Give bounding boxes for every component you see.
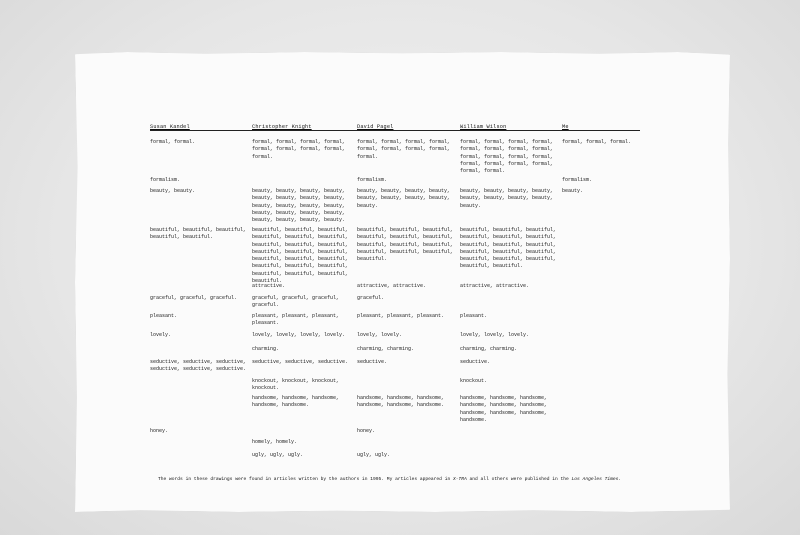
word-cell-beauty: beauty, beauty. — [150, 188, 196, 194]
column-header: William Wilson — [460, 124, 507, 130]
word-cell-handsome: handsome, handsome, handsome, handsome, … — [460, 395, 548, 423]
word-cell-beautiful: beautiful, beautiful, beautiful, beautif… — [150, 227, 247, 241]
word-cell-charming: charming. — [252, 346, 280, 352]
word-cell-pleasant: pleasant. — [150, 313, 178, 319]
word-cell-lovely: lovely, lovely. — [357, 332, 403, 338]
word-cell-formalism: formalism. — [150, 177, 181, 183]
word-cell-ugly: ugly, ugly. — [357, 452, 391, 458]
footnote-publication-lat: Los Angeles Times — [571, 477, 619, 482]
word-cell-charming: charming, charming. — [460, 346, 518, 352]
word-cell-formal: formal, formal, formal, formal, formal, … — [252, 139, 346, 160]
word-cell-formalism: formalism. — [562, 177, 593, 183]
footnote-text: The words in these drawings were found i… — [158, 477, 453, 482]
word-cell-pleasant: pleasant, pleasant, pleasant, pleasant. — [252, 313, 340, 327]
column-header: David Pagel — [357, 124, 394, 130]
word-cell-graceful: graceful, graceful, graceful, graceful. — [252, 295, 340, 309]
column-header: Susan Kandel — [150, 124, 190, 130]
header-rule — [150, 130, 640, 131]
word-cell-beautiful: beautiful, beautiful, beautiful, beautif… — [460, 227, 557, 270]
word-cell-beauty: beauty, beauty, beauty, beauty, beauty, … — [252, 188, 346, 224]
word-cell-lovely: lovely, lovely, lovely, lovely. — [252, 332, 346, 338]
word-cell-formal: formal, formal, formal, formal, formal, … — [460, 139, 554, 175]
word-cell-knockout: knockout, knockout, knockout, knockout. — [252, 378, 340, 392]
word-cell-homely: homely, homely. — [252, 439, 298, 445]
word-cell-seductive: seductive. — [357, 359, 388, 365]
word-cell-beautiful: beautiful, beautiful, beautiful, beautif… — [357, 227, 454, 263]
word-cell-charming: charming, charming. — [357, 346, 415, 352]
word-cell-honey: honey. — [150, 428, 169, 434]
word-cell-honey: honey. — [357, 428, 376, 434]
word-cell-beauty: beauty. — [562, 188, 584, 194]
word-cell-beauty: beauty, beauty, beauty, beauty, beauty, … — [357, 188, 451, 209]
footnote: The words in these drawings were found i… — [158, 477, 621, 482]
word-cell-beauty: beauty, beauty, beauty, beauty, beauty, … — [460, 188, 554, 209]
word-cell-formal: formal, formal. — [150, 139, 196, 145]
word-cell-formal: formal, formal, formal. — [562, 139, 632, 145]
word-cell-attractive: attractive, attractive. — [460, 283, 530, 289]
column-header: Me — [562, 124, 569, 130]
column-header: Christopher Knight — [252, 124, 312, 130]
footnote-text: . — [618, 477, 622, 482]
word-cell-handsome: handsome, handsome, handsome, handsome, … — [357, 395, 445, 409]
word-cell-seductive: seductive, seductive, seductive, seducti… — [150, 359, 247, 373]
word-cell-graceful: graceful, graceful, graceful. — [150, 295, 238, 301]
footnote-publication-xtra: X-TRA — [452, 477, 467, 482]
word-cell-graceful: graceful. — [357, 295, 385, 301]
word-cell-seductive: seductive. — [460, 359, 491, 365]
paper-sheet — [75, 52, 730, 512]
word-cell-pleasant: pleasant. — [460, 313, 488, 319]
word-cell-knockout: knockout. — [460, 378, 488, 384]
word-cell-ugly: ugly, ugly, ugly. — [252, 452, 304, 458]
word-cell-seductive: seductive, seductive, seductive. — [252, 359, 349, 365]
word-cell-lovely: lovely. — [150, 332, 172, 338]
word-cell-pleasant: pleasant, pleasant, pleasant. — [357, 313, 445, 319]
footnote-text: and all others were published in the — [466, 477, 572, 482]
word-cell-attractive: attractive. — [252, 283, 286, 289]
word-cell-lovely: lovely, lovely, lovely. — [460, 332, 530, 338]
word-cell-beautiful: beautiful, beautiful, beautiful, beautif… — [252, 227, 349, 285]
word-cell-attractive: attractive, attractive. — [357, 283, 427, 289]
word-cell-formalism: formalism. — [357, 177, 388, 183]
word-cell-formal: formal, formal, formal, formal, formal, … — [357, 139, 451, 160]
word-cell-handsome: handsome, handsome, handsome, handsome, … — [252, 395, 340, 409]
